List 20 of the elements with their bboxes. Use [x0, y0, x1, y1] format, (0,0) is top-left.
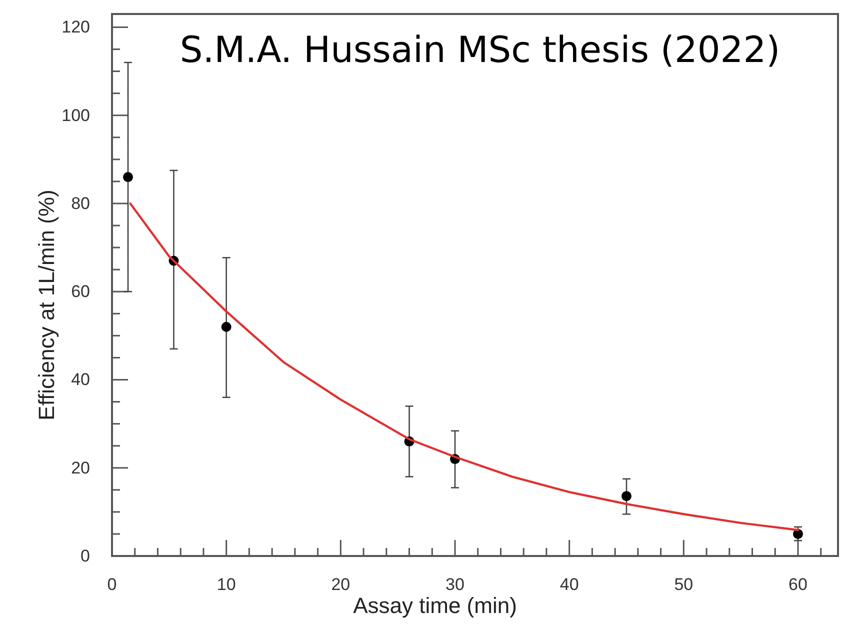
annotation: S.M.A. Hussain MSc thesis (2022) — [180, 30, 780, 71]
x-tick-label: 0 — [107, 575, 117, 594]
point — [621, 491, 632, 502]
y-tick-label: 100 — [62, 106, 90, 125]
y-tick-label: 120 — [62, 18, 90, 37]
y-tick-label: 0 — [80, 546, 90, 566]
point — [123, 172, 134, 182]
y-tick-label: 60 — [71, 282, 90, 302]
x-tick-label: 30 — [446, 575, 464, 594]
y-tick-label: 40 — [71, 370, 90, 390]
point — [221, 322, 232, 332]
y-tick-label: 80 — [71, 194, 90, 213]
y-axis-title: Efficiency at 1L/min (%) — [34, 190, 59, 420]
x-axis-title: Assay time (min) — [353, 593, 517, 618]
x-tick-label: 60 — [788, 575, 808, 594]
x-tick-label: 40 — [560, 575, 579, 594]
x-tick-label: 50 — [674, 575, 694, 594]
x-tick-label: 10 — [216, 575, 236, 594]
y-tick-label: 20 — [71, 458, 90, 478]
x-tick-label: 20 — [331, 575, 350, 594]
